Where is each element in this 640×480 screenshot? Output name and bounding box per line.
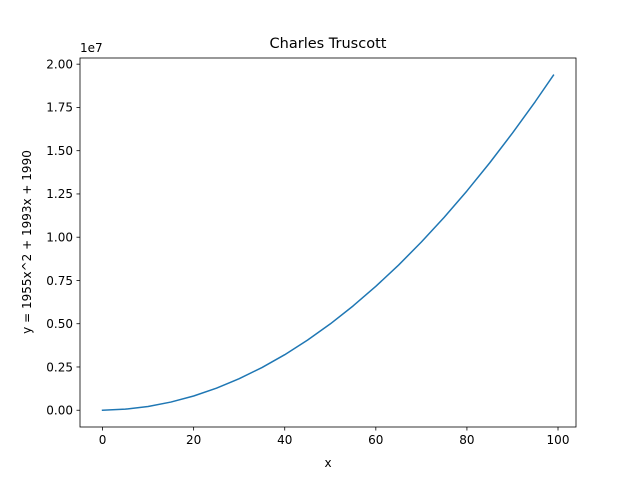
y-tick-label: 1.25 bbox=[46, 187, 73, 201]
y-tick-label: 0.00 bbox=[46, 404, 73, 418]
y-tick-label: 2.00 bbox=[46, 57, 73, 71]
x-tick-label: 0 bbox=[99, 433, 107, 447]
y-axis-label: y = 1955x^2 + 1993x + 1990 bbox=[20, 150, 34, 334]
x-tick-label: 20 bbox=[186, 433, 201, 447]
y-tick-label: 0.25 bbox=[46, 360, 73, 374]
x-tick-label: 80 bbox=[459, 433, 474, 447]
series-line-0 bbox=[101, 74, 555, 411]
x-axis-label: x bbox=[324, 456, 331, 470]
y-offset-label: 1e7 bbox=[80, 41, 103, 55]
chart-title: Charles Truscott bbox=[270, 36, 387, 52]
y-tick-label: 1.75 bbox=[46, 101, 73, 115]
x-tick-label: 100 bbox=[547, 433, 570, 447]
x-tick-label: 60 bbox=[368, 433, 383, 447]
x-tick-label: 40 bbox=[277, 433, 292, 447]
y-tick-label: 1.50 bbox=[46, 144, 73, 158]
y-tick-label: 0.50 bbox=[46, 317, 73, 331]
y-tick-label: 1.00 bbox=[46, 231, 73, 245]
y-tick-label: 0.75 bbox=[46, 274, 73, 288]
plot-area: 0 20 40 60 80 100 0.00 0.25 0.50 0.75 1.00 1.25 1.50… bbox=[46, 57, 577, 447]
axes-frame bbox=[79, 57, 577, 428]
